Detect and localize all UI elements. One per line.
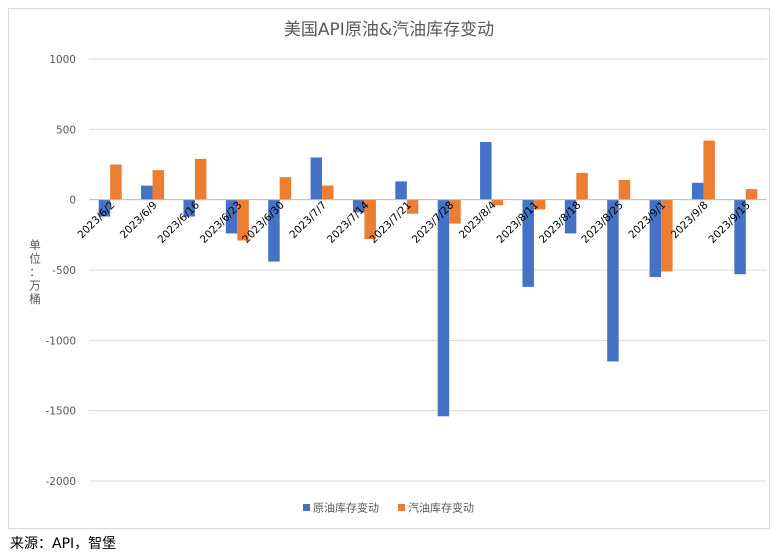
y-tick-label: -1500: [45, 406, 76, 418]
bar-crude: [268, 199, 280, 262]
x-tick-label: 2023/8/25: [579, 199, 626, 246]
legend-label: 汽油库存变动: [408, 501, 474, 515]
x-tick-label: 2023/6/9: [118, 199, 160, 241]
y-tick-label: -2000: [45, 476, 76, 488]
y-axis-label: 单位：万桶: [29, 238, 41, 306]
y-axis-label-char: 单: [29, 238, 41, 252]
x-tick-label: 2023/7/7: [287, 199, 329, 241]
bar-crude: [183, 199, 195, 217]
bar-gasoline: [533, 199, 546, 210]
bar-crude: [437, 199, 450, 417]
y-tick-label: -1000: [45, 335, 76, 347]
y-axis-label-char: 桶: [29, 292, 41, 306]
x-tick-label: 2023/8/4: [457, 199, 499, 241]
legend-swatch: [303, 504, 310, 511]
bar-gasoline: [745, 189, 758, 200]
bar-crude: [649, 199, 662, 278]
chart-frame: [8, 8, 770, 529]
bar-layer: [98, 140, 758, 417]
x-tick-label: 2023/9/15: [706, 199, 753, 246]
y-tick-label: -500: [52, 265, 76, 277]
x-tick-label: 2023/8/11: [495, 199, 542, 246]
bar-crude: [607, 199, 619, 362]
bar-gasoline: [449, 199, 461, 224]
chart-title: 美国API原油&汽油库存变动: [284, 20, 494, 40]
bar-crude: [734, 199, 746, 275]
bar-gasoline: [322, 185, 334, 200]
bar-crude: [141, 185, 153, 200]
y-tick-label: 0: [69, 195, 76, 207]
bar-crude: [480, 141, 492, 200]
bar-crude: [310, 157, 323, 200]
bar-crude: [225, 199, 238, 234]
bar-crude: [564, 199, 577, 234]
legend-swatch: [398, 504, 405, 511]
bar-gasoline: [237, 199, 249, 241]
y-tick-label: 1000: [49, 54, 76, 66]
source-note: 来源：API，智堡: [10, 536, 117, 552]
x-tick-label: 2023/6/2: [75, 199, 117, 241]
y-tick-label: 500: [56, 124, 76, 136]
bar-gasoline: [364, 199, 376, 240]
x-tick-label: 2023/6/16: [156, 199, 203, 246]
bar-crude: [98, 199, 111, 217]
bar-gasoline: [194, 158, 207, 200]
bar-gasoline: [661, 199, 673, 272]
y-axis-label-char: ：: [29, 265, 41, 279]
bar-crude: [395, 181, 407, 200]
bar-gasoline: [576, 172, 588, 200]
bar-crude: [691, 182, 704, 200]
bar-gasoline: [110, 164, 122, 200]
x-tick-label: 2023/9/8: [669, 199, 711, 241]
grid-layer: [89, 58, 767, 482]
legend: 原油库存变动 汽油库存变动: [303, 501, 474, 515]
bar-gasoline: [152, 170, 165, 200]
bar-crude: [352, 199, 365, 213]
bar-gasoline: [618, 179, 631, 200]
y-axis-label-char: 位: [29, 252, 41, 266]
legend-label: 原油库存变动: [313, 501, 379, 515]
y-axis-label-char: 万: [29, 279, 41, 293]
bar-gasoline: [703, 140, 715, 200]
bar-crude: [522, 199, 534, 287]
bar-gasoline: [406, 199, 419, 214]
bar-gasoline: [279, 177, 292, 200]
bar-gasoline: [491, 199, 504, 206]
